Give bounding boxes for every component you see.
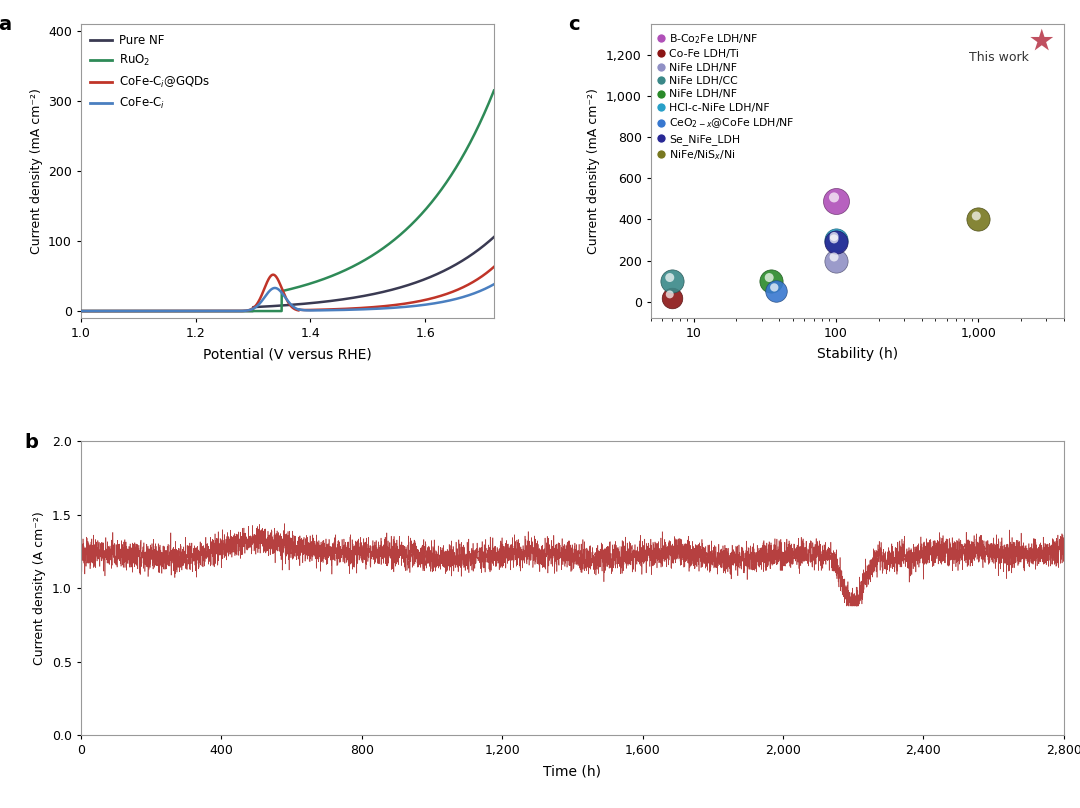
Point xyxy=(766,281,783,294)
Point xyxy=(760,271,778,284)
Point xyxy=(762,275,780,288)
Point xyxy=(827,254,845,267)
Point xyxy=(661,271,678,284)
Legend: B-Co$_2$Fe LDH/NF, Co-Fe LDH/Ti, NiFe LDH/NF, NiFe LDH/CC, NiFe LDH/NF, HCl-c-Ni: B-Co$_2$Fe LDH/NF, Co-Fe LDH/Ti, NiFe LD… xyxy=(657,30,797,164)
Y-axis label: Current density (mA cm⁻²): Current density (mA cm⁻²) xyxy=(29,88,42,254)
Point xyxy=(827,236,845,249)
X-axis label: Stability (h): Stability (h) xyxy=(816,347,897,361)
Y-axis label: Current density (mA cm⁻²): Current density (mA cm⁻²) xyxy=(588,88,600,254)
Text: c: c xyxy=(568,15,580,35)
Text: a: a xyxy=(0,15,12,35)
Point xyxy=(827,234,845,246)
Point xyxy=(661,288,678,301)
Text: This work: This work xyxy=(969,51,1029,64)
Point xyxy=(968,209,985,222)
Point xyxy=(825,233,842,246)
X-axis label: Time (h): Time (h) xyxy=(543,764,602,778)
X-axis label: Potential (V versus RHE): Potential (V versus RHE) xyxy=(203,347,372,361)
Point xyxy=(825,191,842,204)
Point xyxy=(1034,34,1051,47)
Point xyxy=(825,230,842,243)
Text: b: b xyxy=(24,432,38,452)
Point xyxy=(663,292,680,305)
Point xyxy=(825,250,842,263)
Legend: Pure NF, RuO$_2$, CoFe-C$_i$@GQDs, CoFe-C$_i$: Pure NF, RuO$_2$, CoFe-C$_i$@GQDs, CoFe-… xyxy=(86,30,214,115)
Point xyxy=(663,275,680,288)
Y-axis label: Current density (A cm⁻²): Current density (A cm⁻²) xyxy=(33,511,46,665)
Point xyxy=(768,284,785,297)
Point xyxy=(970,213,987,226)
Point xyxy=(827,195,845,208)
